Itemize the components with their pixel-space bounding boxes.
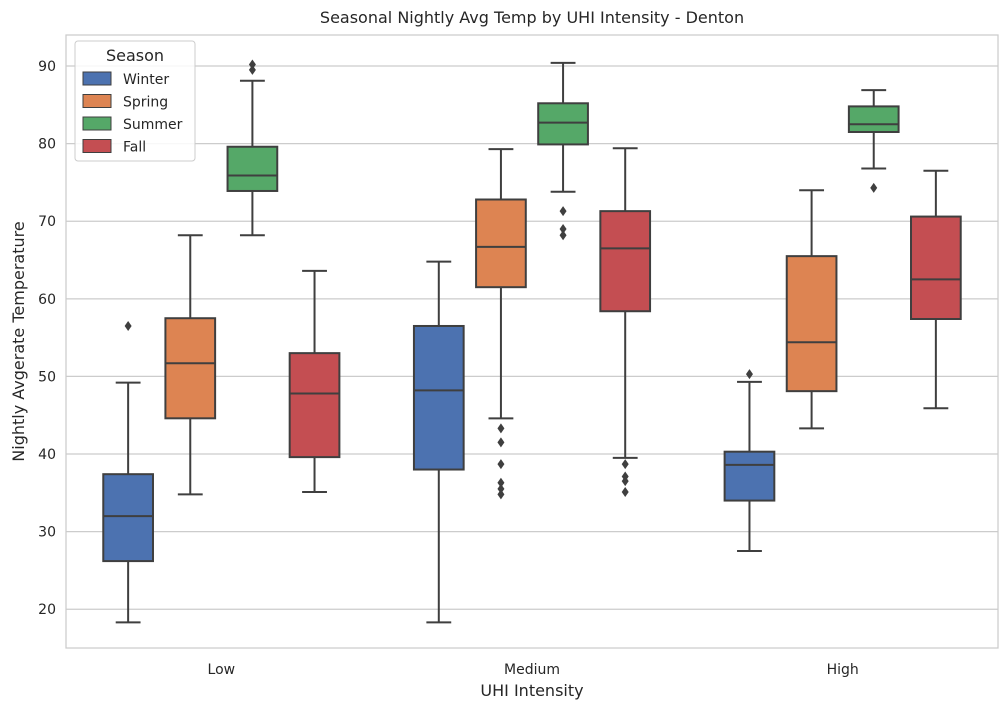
- legend-label-summer: Summer: [123, 117, 183, 133]
- box-medium-fall: [599, 147, 652, 498]
- x-tick-labels: Low Medium High: [208, 662, 859, 678]
- y-tick-label-90: 90: [38, 59, 56, 75]
- box-medium-spring-outlier-3: [497, 477, 505, 488]
- box-low-summer-iqr: [226, 145, 279, 192]
- box-medium-fall-outlier-0: [621, 459, 629, 470]
- box-medium-summer-iqr: [537, 102, 589, 146]
- box-high-fall: [910, 169, 962, 410]
- legend-label-winter: Winter: [123, 72, 169, 88]
- legend-frame: [74, 40, 196, 162]
- box-medium-spring-outlier-2: [497, 459, 505, 470]
- y-tick-label-70: 70: [38, 214, 56, 230]
- box-medium-summer-outlier-0: [559, 206, 567, 217]
- y-tick-label-50: 50: [38, 369, 56, 385]
- box-medium-spring-iqr: [475, 198, 527, 289]
- x-axis-label: UHI Intensity: [480, 681, 583, 700]
- gridlines: [66, 65, 998, 610]
- y-tick-label-40: 40: [38, 447, 56, 463]
- x-tick-label-low: Low: [208, 662, 236, 678]
- plot-frame: [65, 34, 999, 649]
- y-tick-label-20: 20: [38, 602, 56, 618]
- box-low-spring-iqr: [164, 317, 217, 420]
- box-medium-fall-outlier-3: [621, 487, 629, 498]
- box-medium-spring: [475, 148, 527, 500]
- y-tick-labels: 20 30 40 50 60 70 80 90: [38, 59, 56, 618]
- box-medium-summer: [537, 61, 589, 241]
- box-low-winter: [102, 320, 154, 624]
- x-tick-label-high: High: [827, 662, 859, 678]
- box-high-spring-iqr: [785, 255, 838, 393]
- box-high-winter-iqr: [723, 450, 776, 502]
- y-tick-label-80: 80: [38, 137, 56, 153]
- box-high-summer: [847, 89, 900, 193]
- box-medium-summer-outlier-1: [559, 223, 567, 234]
- box-high-summer-outlier-0: [870, 182, 878, 193]
- box-low-winter-outlier-0: [124, 320, 132, 331]
- box-medium-summer-outlier-2: [559, 230, 567, 241]
- box-high-winter: [723, 369, 776, 553]
- box-medium-fall-iqr: [599, 210, 652, 313]
- box-high-fall-iqr: [910, 215, 962, 320]
- box-low-winter-iqr: [102, 473, 154, 563]
- box-medium-winter-iqr: [412, 324, 465, 471]
- box-low-fall-iqr: [288, 352, 341, 459]
- box-low-fall: [288, 269, 341, 494]
- legend-swatch-summer: [82, 116, 112, 131]
- box-low-summer-outlier-0: [248, 64, 256, 75]
- boxes: [102, 59, 962, 624]
- box-medium-spring-outlier-1: [497, 437, 505, 448]
- box-medium-spring-outlier-4: [497, 483, 505, 494]
- box-low-spring: [164, 234, 217, 496]
- box-medium-spring-outlier-0: [497, 423, 505, 434]
- box-medium-winter: [412, 260, 465, 624]
- box-low-summer-outlier-1: [248, 59, 256, 70]
- y-axis-label: Nightly Avgerate Temperature: [9, 221, 28, 461]
- legend-label-spring: Spring: [123, 95, 168, 111]
- legend-swatch-winter: [82, 71, 112, 86]
- legend-title: Season: [106, 46, 164, 65]
- legend: Season Winter Spring Summer Fall: [74, 40, 196, 162]
- box-high-winter-outlier-0: [745, 369, 753, 380]
- y-tick-label-60: 60: [38, 292, 56, 308]
- chart-title: Seasonal Nightly Avg Temp by UHI Intensi…: [320, 8, 744, 27]
- box-low-summer: [226, 59, 279, 237]
- x-tick-label-medium: Medium: [504, 662, 560, 678]
- box-medium-spring-outlier-5: [497, 489, 505, 500]
- box-high-spring: [785, 189, 838, 430]
- box-medium-fall-outlier-2: [621, 476, 629, 487]
- legend-label-fall: Fall: [123, 140, 146, 156]
- legend-swatch-fall: [82, 139, 112, 153]
- legend-swatch-spring: [82, 94, 112, 108]
- box-high-summer-iqr: [847, 105, 900, 133]
- y-tick-label-30: 30: [38, 525, 56, 541]
